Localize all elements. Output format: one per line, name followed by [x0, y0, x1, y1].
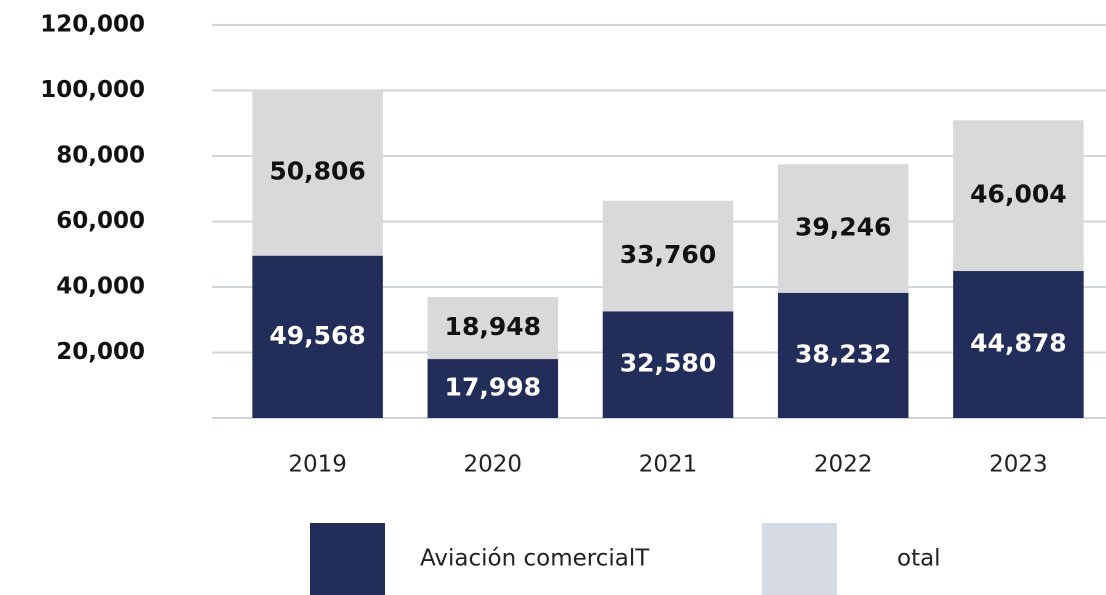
value-label: 50,806 — [269, 156, 365, 185]
x-tick-label: 2022 — [814, 452, 873, 478]
x-tick-label: 2020 — [464, 452, 523, 478]
bar-segment — [777, 164, 909, 293]
value-label: 33,760 — [620, 240, 716, 269]
bar-segment — [427, 359, 559, 418]
bar-segment — [777, 292, 909, 418]
bar-segment — [953, 271, 1084, 418]
legend-swatch — [310, 523, 385, 595]
bar-segment — [602, 200, 734, 312]
value-label: 17,998 — [445, 373, 541, 402]
legend-label: otal — [897, 546, 941, 572]
y-tick-label: 100,000 — [40, 77, 145, 103]
value-label: 32,580 — [620, 349, 716, 378]
legend-swatch — [762, 523, 837, 595]
value-label: 46,004 — [970, 180, 1066, 209]
bar-segment — [953, 120, 1084, 272]
bar-segment — [427, 297, 559, 360]
y-tick-label: 80,000 — [56, 143, 145, 169]
value-label: 49,568 — [269, 321, 365, 350]
bar-segment — [252, 255, 383, 418]
x-tick-label: 2019 — [288, 452, 347, 478]
x-tick-label: 2023 — [989, 452, 1048, 478]
x-tick-label: 2021 — [639, 452, 698, 478]
y-tick-label: 20,000 — [56, 339, 145, 365]
value-label: 18,948 — [445, 312, 541, 341]
legend-label: Aviación comercialT — [420, 546, 650, 572]
value-label: 44,878 — [970, 329, 1066, 358]
y-tick-label: 60,000 — [56, 208, 145, 234]
bar-segment — [602, 311, 734, 418]
bar-segment — [252, 89, 383, 256]
y-tick-label: 120,000 — [40, 12, 145, 38]
value-label: 39,246 — [795, 213, 891, 242]
y-tick-label: 40,000 — [56, 274, 145, 300]
value-label: 38,232 — [795, 339, 891, 368]
